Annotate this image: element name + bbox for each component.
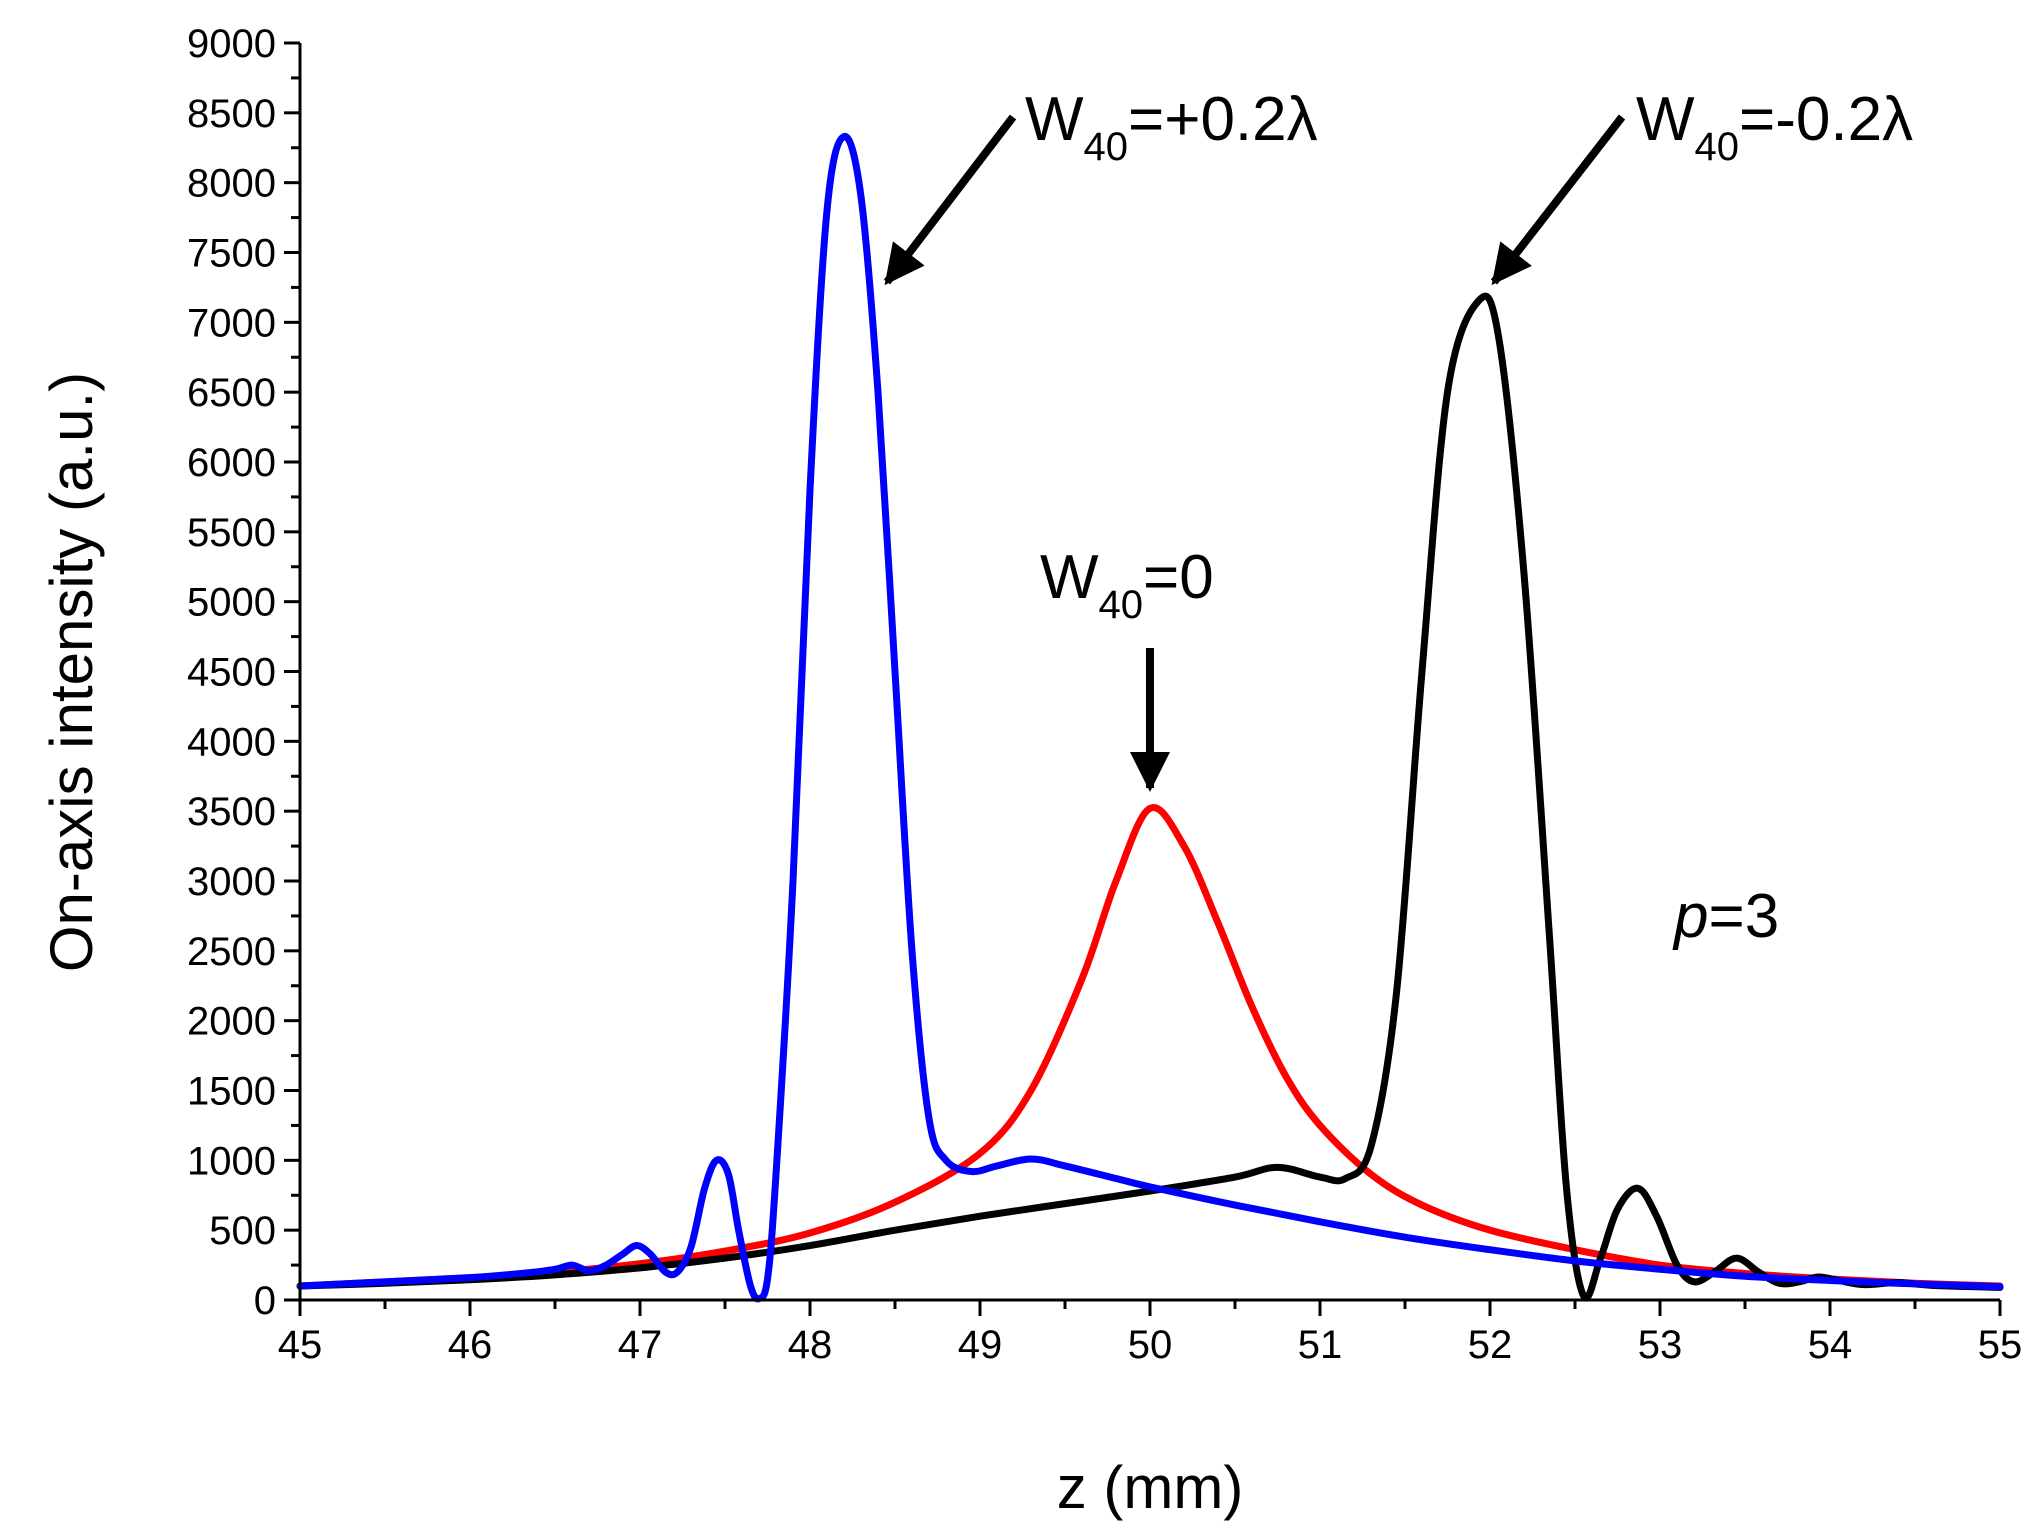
y-tick-label: 7000 <box>187 301 276 345</box>
y-tick-label: 7500 <box>187 232 276 276</box>
x-tick-labels: 45 46 47 48 49 50 51 52 53 54 55 <box>278 1323 2023 1367</box>
y-tick-label: 8000 <box>187 162 276 206</box>
x-tick-label: 48 <box>788 1323 833 1367</box>
y-tick-label: 4000 <box>187 720 276 764</box>
y-tick-label: 9000 <box>187 22 276 66</box>
y-tick-label: 3000 <box>187 860 276 904</box>
y-tick-label: 8500 <box>187 92 276 136</box>
y-tick-label: 0 <box>254 1279 276 1323</box>
x-tick-label: 47 <box>618 1323 663 1367</box>
y-tick-labels: 0 500 1000 1500 2000 2500 3000 3500 4000 4500 5000… <box>187 22 276 1323</box>
label-p-equals-3: p=3 <box>1672 882 1779 951</box>
series-line-w40-negative <box>296 292 2004 1302</box>
y-tick-label: 4500 <box>187 651 276 695</box>
label-w40-positive-rest: =+0.2λ <box>1128 85 1318 154</box>
label-w40-zero-base: W <box>1040 543 1099 612</box>
y-tick-label: 500 <box>209 1209 276 1253</box>
x-tick-label: 46 <box>448 1323 493 1367</box>
series-line-w40-positive <box>296 133 2004 1303</box>
y-tick-label: 2500 <box>187 930 276 974</box>
arrow-positive <box>883 114 1017 286</box>
label-w40-zero: W40=0 <box>1040 543 1214 627</box>
label-w40-zero-rest: =0 <box>1143 543 1214 612</box>
y-tick-label: 3500 <box>187 790 276 834</box>
y-axis-title: On-axis intensity (a.u.) <box>38 372 105 972</box>
y-tick-label: 1000 <box>187 1139 276 1183</box>
label-w40-positive: W40=+0.2λ <box>1025 85 1318 169</box>
label-w40-negative-rest: =-0.2λ <box>1739 85 1913 154</box>
y-tick-label: 1500 <box>187 1070 276 1114</box>
x-tick-label: 54 <box>1808 1323 1853 1367</box>
y-tick-label: 5000 <box>187 581 276 625</box>
axis-ticks <box>284 41 2002 1316</box>
series-lines <box>296 133 2004 1303</box>
y-tick-label: 5500 <box>187 511 276 555</box>
label-w40-negative-base: W <box>1636 85 1695 154</box>
x-tick-label: 53 <box>1638 1323 1683 1367</box>
x-tick-label: 45 <box>278 1323 323 1367</box>
x-tick-label: 49 <box>958 1323 1003 1367</box>
label-w40-negative-sub: 40 <box>1695 125 1740 169</box>
x-tick-label: 51 <box>1298 1323 1343 1367</box>
y-tick-label: 2000 <box>187 1000 276 1044</box>
label-w40-positive-sub: 40 <box>1084 125 1129 169</box>
label-p-symbol: p <box>1672 882 1708 951</box>
label-w40-negative: W40=-0.2λ <box>1636 85 1913 169</box>
x-axis-title: z (mm) <box>1057 1454 1244 1521</box>
label-p-value: =3 <box>1708 882 1779 951</box>
y-tick-label: 6500 <box>187 371 276 415</box>
x-tick-label: 55 <box>1978 1323 2023 1367</box>
x-tick-label: 50 <box>1128 1323 1173 1367</box>
label-w40-zero-sub: 40 <box>1099 583 1144 627</box>
series-line-w40-zero <box>296 804 2004 1290</box>
label-w40-positive-base: W <box>1025 85 1084 154</box>
x-tick-label: 52 <box>1468 1323 1513 1367</box>
y-tick-label: 6000 <box>187 441 276 485</box>
arrow-negative <box>1490 114 1626 286</box>
